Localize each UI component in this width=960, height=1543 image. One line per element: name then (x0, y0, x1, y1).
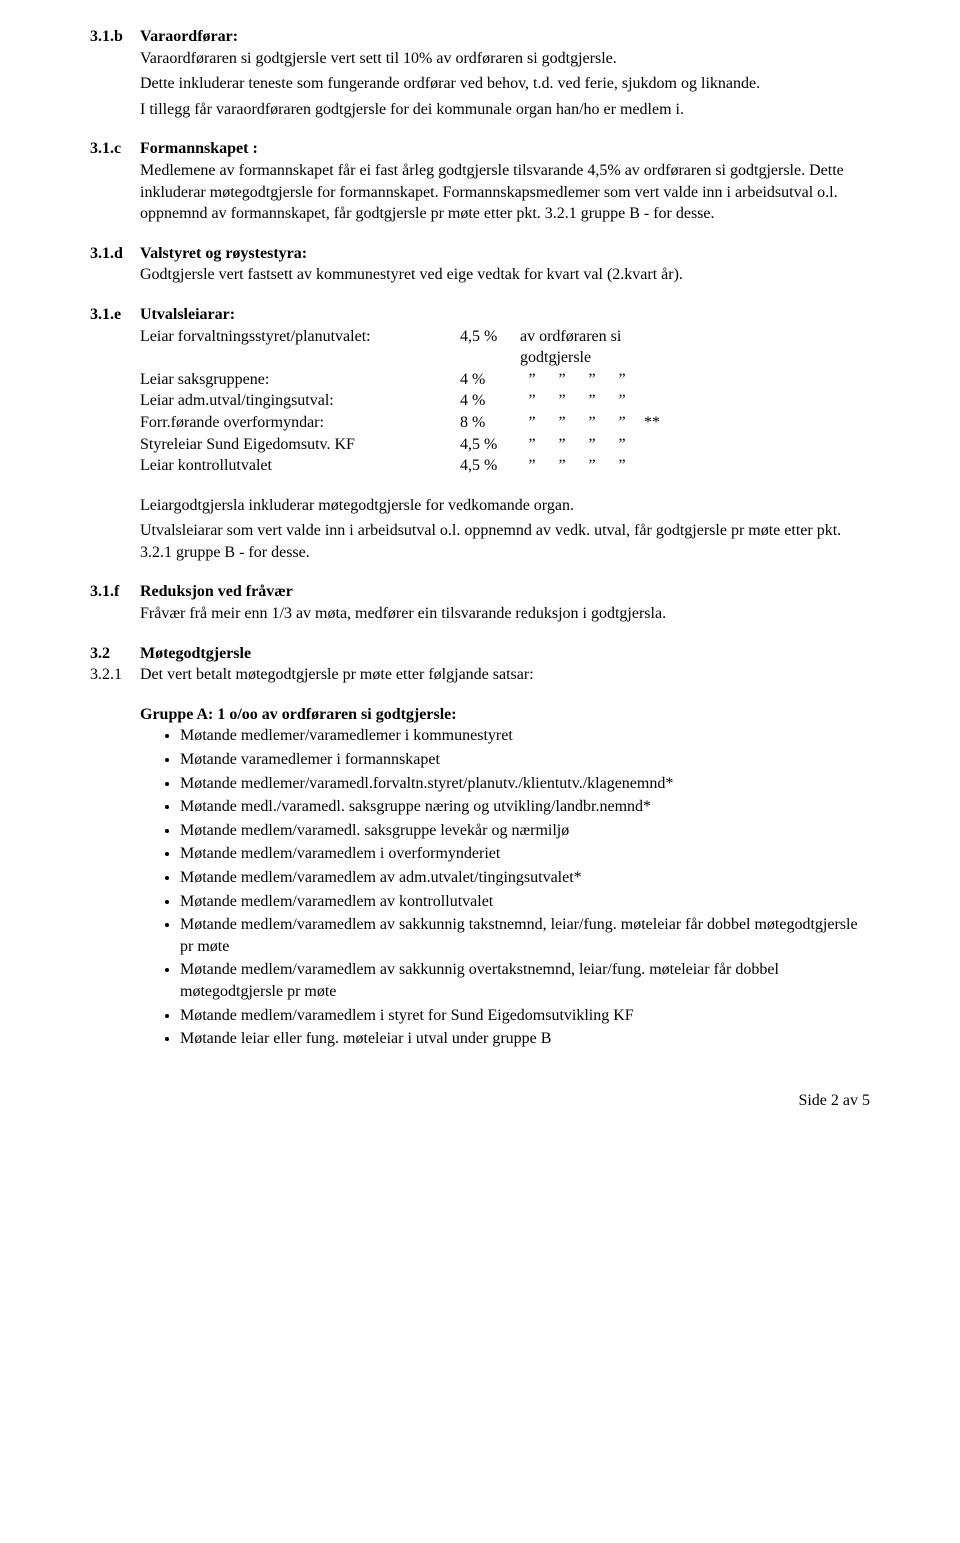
section-title: Varaordførar: (140, 26, 238, 48)
ditto-mark: ” (520, 390, 550, 412)
utval-name: Forr.førande overformyndar: (140, 412, 460, 434)
paragraph: Medlemene av formannskapet får ei fast å… (140, 160, 870, 225)
utval-percent: 4,5 % (460, 326, 520, 369)
ditto-mark: ” (520, 455, 550, 477)
ditto-mark: ” (520, 369, 550, 391)
list-item: Møtande medlemer/varamedl.forvaltn.styre… (180, 773, 870, 795)
utval-name: Leiar saksgruppene: (140, 369, 460, 391)
group-a-heading: Gruppe A: 1 o/oo av ordføraren si godtgj… (140, 704, 870, 726)
paragraph: Varaordføraren si godtgjersle vert sett … (140, 48, 870, 70)
utval-tail: av ordføraren si godtgjersle (520, 326, 670, 369)
heading-3-1-e: 3.1.e Utvalsleiarar: (90, 304, 870, 326)
list-item: Møtande varamedlemer i formannskapet (180, 749, 870, 771)
subsection-number: 3.2.1 (90, 664, 140, 686)
section-number: 3.1.c (90, 138, 140, 160)
section-title: Reduksjon ved fråvær (140, 581, 293, 603)
paragraph: Dette inkluderar teneste som fungerande … (140, 73, 870, 95)
utvalsleiarar-table: Leiar forvaltningsstyret/planutvalet:4,5… (140, 326, 670, 477)
group-a-bullet-list: Møtande medlemer/varamedlemer i kommunes… (140, 725, 870, 1049)
list-item: Møtande medlem/varamedlem av sakkunnig t… (180, 914, 870, 957)
ditto-mark: ” (580, 455, 610, 477)
heading-3-1-b: 3.1.b Varaordførar: (90, 26, 870, 48)
paragraph: Utvalsleiarar som vert valde inn i arbei… (140, 520, 870, 563)
utval-percent: 8 % (460, 412, 520, 434)
section-title: Valstyret og røystestyra: (140, 243, 307, 265)
section-number: 3.1.b (90, 26, 140, 48)
utval-note (640, 390, 670, 412)
utval-percent: 4,5 % (460, 434, 520, 456)
ditto-mark: ” (610, 390, 640, 412)
utval-note (640, 369, 670, 391)
list-item: Møtande medlem/varamedlem av adm.utvalet… (180, 867, 870, 889)
ditto-mark: ” (610, 455, 640, 477)
list-item: Møtande medlemer/varamedlemer i kommunes… (180, 725, 870, 747)
section-title: Formannskapet : (140, 138, 258, 160)
list-item: Møtande medl./varamedl. saksgruppe nærin… (180, 796, 870, 818)
paragraph: I tillegg får varaordføraren godtgjersle… (140, 99, 870, 121)
heading-3-2: 3.2 Møtegodtgjersle (90, 643, 870, 665)
ditto-mark: ” (580, 369, 610, 391)
utval-name: Styreleiar Sund Eigedomsutv. KF (140, 434, 460, 456)
section-title: Utvalsleiarar: (140, 304, 235, 326)
section-number: 3.1.f (90, 581, 140, 603)
utval-name: Leiar adm.utval/tingingsutval: (140, 390, 460, 412)
ditto-mark: ” (550, 434, 580, 456)
ditto-mark: ” (610, 434, 640, 456)
table-row: Leiar adm.utval/tingingsutval:4 %”””” (140, 390, 670, 412)
ditto-mark: ” (580, 390, 610, 412)
list-item: Møtande medlem/varamedl. saksgruppe leve… (180, 820, 870, 842)
ditto-mark: ” (610, 369, 640, 391)
utval-name: Leiar kontrollutvalet (140, 455, 460, 477)
heading-3-1-d: 3.1.d Valstyret og røystestyra: (90, 243, 870, 265)
utval-percent: 4 % (460, 369, 520, 391)
table-row: Leiar saksgruppene:4 %”””” (140, 369, 670, 391)
ditto-mark: ” (550, 455, 580, 477)
list-item: Møtande medlem/varamedlem i overformynde… (180, 843, 870, 865)
list-item: Møtande medlem/varamedlem av kontrollutv… (180, 891, 870, 913)
table-row: Forr.førande overformyndar:8 %””””** (140, 412, 670, 434)
list-item: Møtande medlem/varamedlem i styret for S… (180, 1005, 870, 1027)
utval-note: ** (640, 412, 670, 434)
utval-percent: 4 % (460, 390, 520, 412)
paragraph: Fråvær frå meir enn 1/3 av møta, medføre… (140, 603, 870, 625)
ditto-mark: ” (520, 412, 550, 434)
subsection-3-2-1: 3.2.1 Det vert betalt møtegodtgjersle pr… (90, 664, 870, 686)
table-row: Leiar kontrollutvalet4,5 %”””” (140, 455, 670, 477)
section-number: 3.1.e (90, 304, 140, 326)
section-number: 3.1.d (90, 243, 140, 265)
utval-percent: 4,5 % (460, 455, 520, 477)
utval-name: Leiar forvaltningsstyret/planutvalet: (140, 326, 460, 369)
heading-3-1-c: 3.1.c Formannskapet : (90, 138, 870, 160)
heading-3-1-f: 3.1.f Reduksjon ved fråvær (90, 581, 870, 603)
ditto-mark: ” (610, 412, 640, 434)
utval-note (640, 434, 670, 456)
paragraph: Godtgjersle vert fastsett av kommunestyr… (140, 264, 870, 286)
ditto-mark: ” (550, 369, 580, 391)
section-number: 3.2 (90, 643, 140, 665)
list-item: Møtande leiar eller fung. møteleiar i ut… (180, 1028, 870, 1050)
paragraph: Leiargodtgjersla inkluderar møtegodtgjer… (140, 495, 870, 517)
ditto-mark: ” (580, 412, 610, 434)
ditto-mark: ” (520, 434, 550, 456)
table-row: Leiar forvaltningsstyret/planutvalet:4,5… (140, 326, 670, 369)
ditto-mark: ” (550, 390, 580, 412)
ditto-mark: ” (580, 434, 610, 456)
table-row: Styreleiar Sund Eigedomsutv. KF4,5 %”””” (140, 434, 670, 456)
utval-note (640, 455, 670, 477)
page-footer: Side 2 av 5 (90, 1090, 870, 1112)
subsection-text: Det vert betalt møtegodtgjersle pr møte … (140, 664, 534, 686)
section-title: Møtegodtgjersle (140, 643, 251, 665)
ditto-mark: ” (550, 412, 580, 434)
list-item: Møtande medlem/varamedlem av sakkunnig o… (180, 959, 870, 1002)
